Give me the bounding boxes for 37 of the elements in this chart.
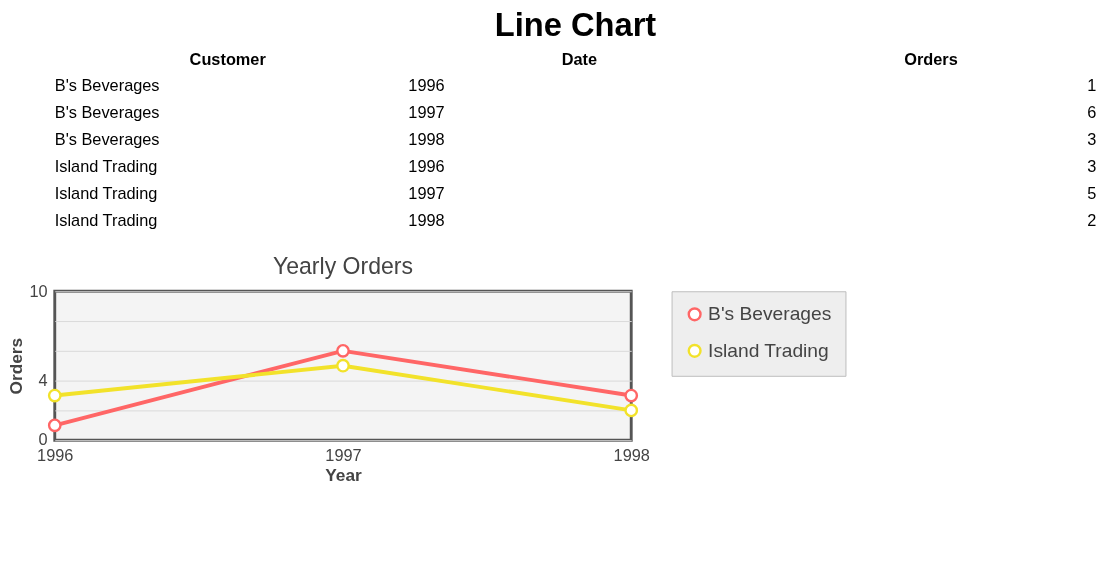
y-axis-title: Orders bbox=[5, 337, 26, 395]
text: Orders bbox=[904, 49, 958, 68]
text: B's Beverages bbox=[54, 130, 160, 149]
x-tick-label: 1997 bbox=[325, 445, 362, 464]
text: 1 bbox=[1087, 76, 1097, 95]
x-axis-title: Year bbox=[325, 465, 362, 486]
point bbox=[336, 358, 350, 373]
text: Line Chart bbox=[494, 5, 657, 43]
text: Island Trading bbox=[54, 210, 158, 229]
text: 3 bbox=[1087, 130, 1097, 149]
text: Customer bbox=[189, 49, 267, 68]
text: 1996 bbox=[408, 157, 445, 176]
point bbox=[47, 388, 62, 403]
point bbox=[624, 403, 639, 418]
text: B's Beverages bbox=[54, 76, 160, 95]
y-tick-label: 10 bbox=[29, 281, 48, 300]
text: 2 bbox=[1087, 210, 1097, 229]
text: 5 bbox=[1087, 184, 1097, 203]
x-tick-label: 1998 bbox=[613, 445, 650, 464]
text: 6 bbox=[1087, 103, 1097, 122]
y-tick-label: 4 bbox=[38, 370, 48, 389]
point bbox=[624, 388, 639, 403]
text: Date bbox=[561, 49, 598, 68]
point bbox=[336, 343, 350, 358]
text: Island Trading bbox=[54, 184, 158, 203]
point bbox=[47, 418, 62, 433]
legend-label: B's Beverages bbox=[708, 303, 832, 325]
text: 3 bbox=[1087, 157, 1097, 176]
text: 1998 bbox=[408, 130, 445, 149]
text: 1996 bbox=[408, 76, 445, 95]
text: 1997 bbox=[408, 103, 445, 122]
text: Island Trading bbox=[54, 157, 158, 176]
text: B's Beverages bbox=[54, 103, 160, 122]
chart-title: Yearly Orders bbox=[272, 252, 414, 279]
text: 1998 bbox=[408, 210, 445, 229]
text: 1997 bbox=[408, 184, 445, 203]
legend-label: Island Trading bbox=[708, 339, 829, 361]
